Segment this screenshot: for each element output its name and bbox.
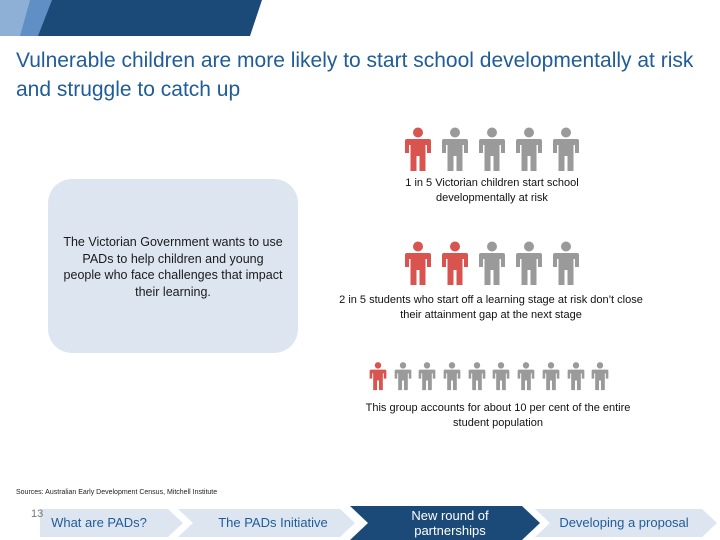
person-icon-highlighted [369,361,387,391]
person-icon [552,241,580,285]
nav-step-shape-3 [350,506,540,540]
header-bar [0,0,262,36]
person-icon [567,361,585,391]
person-icon [552,127,580,171]
callout-box [48,179,298,353]
nav-step-pads-initiative[interactable]: The PADs Initiative [218,515,328,530]
person-icon [468,361,486,391]
sources-note: Sources: Australian Early Development Ce… [16,489,218,496]
person-icon [492,361,510,391]
nav-step-shape-4 [535,509,717,537]
person-icon-highlighted [404,241,432,285]
person-icon [515,241,543,285]
slide-title: Vulnerable children are more likely to s… [16,49,694,101]
page-number: 13 [31,508,44,520]
person-icon [542,361,560,391]
nav-chevrons [40,506,717,540]
person-icon [443,361,461,391]
person-icon [418,361,436,391]
person-icon [441,127,469,171]
stat-text-1: 1 in 5 Victorian children start school d… [405,177,579,204]
callout-text: The Victorian Government wants to use PA… [63,235,283,299]
section-nav: What are PADs? The PADs Initiative New r… [0,506,720,540]
people-group-2 [404,241,580,285]
nav-step-what-are-pads[interactable]: What are PADs? [51,515,147,530]
nav-step-new-round[interactable]: New round of partnerships [411,508,489,538]
people-group-1 [404,127,580,171]
nav-step-shape-2 [178,509,355,537]
person-icon [591,361,609,391]
person-icon-highlighted [404,127,432,171]
stat-text-3: This group accounts for about 10 per cen… [365,402,631,429]
stat-text-2: 2 in 5 students who start off a learning… [339,294,643,321]
person-icon-highlighted [441,241,469,285]
people-group-3 [369,361,609,391]
nav-step-shape-1 [40,509,183,537]
person-icon [515,127,543,171]
person-icon [394,361,412,391]
nav-step-developing-proposal[interactable]: Developing a proposal [559,515,689,530]
person-icon [478,127,506,171]
person-icon [478,241,506,285]
person-icon [517,361,535,391]
